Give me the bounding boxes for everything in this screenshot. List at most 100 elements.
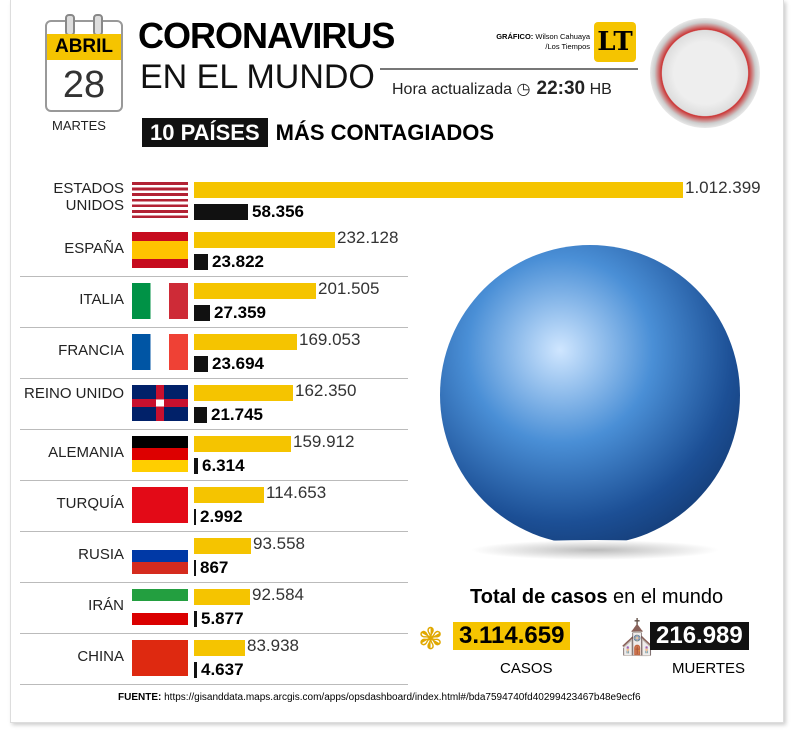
country-row: ESPAÑA 232.128 23.822 xyxy=(20,226,408,277)
totals-heading: Total de casos en el mundo xyxy=(470,586,723,609)
country-label: ALEMANIA xyxy=(48,444,124,461)
cases-value: 159.912 xyxy=(293,432,355,451)
deaths-bar xyxy=(194,356,208,372)
flag-icon xyxy=(132,538,188,574)
deaths-value: 58.356 xyxy=(252,202,304,221)
country-label: RUSIA xyxy=(78,546,124,563)
subtitle-box: 10 PAÍSES xyxy=(142,118,268,147)
cases-value: 83.938 xyxy=(247,636,299,655)
time: 22:30 xyxy=(536,78,586,99)
newspaper-logo: LT xyxy=(594,22,636,62)
credit-name: Wilson Cahuaya xyxy=(535,32,590,41)
update-time: Hora actualizada ◷ 22:30 HB xyxy=(392,78,612,100)
country-row: IRÁN 92.584 5.877 xyxy=(20,583,408,634)
country-row: ITALIA 201.505 27.359 xyxy=(20,277,408,328)
deaths-value: 2.992 xyxy=(200,507,243,526)
country-row: REINO UNIDO 162.350 21.745 xyxy=(20,379,408,430)
clock-icon: ◷ xyxy=(516,81,531,98)
cases-label: CASOS xyxy=(500,660,553,677)
credit-org: /Los Tiempos xyxy=(545,42,590,51)
deaths-value: 867 xyxy=(200,558,229,577)
cases-value: 169.053 xyxy=(299,330,361,349)
cases-bar xyxy=(194,182,683,198)
flag-icon xyxy=(132,385,188,421)
credit-label: GRÁFICO: xyxy=(496,32,534,41)
deaths-bar xyxy=(194,509,196,525)
flag-icon xyxy=(132,182,188,218)
subtitle: 10 PAÍSES MÁS CONTAGIADOS xyxy=(142,118,495,147)
deaths-bar xyxy=(194,560,196,576)
globe-image xyxy=(440,245,740,545)
country-row: FRANCIA 169.053 23.694 xyxy=(20,328,408,379)
source: FUENTE: https://gisanddata.maps.arcgis.c… xyxy=(118,692,641,703)
title: CORONAVIRUS xyxy=(138,15,395,56)
divider xyxy=(380,68,638,70)
country-label: REINO UNIDO xyxy=(23,385,124,402)
flag-icon xyxy=(132,589,188,625)
country-row: ESTADOS UNIDOS 1.012.399 58.356 xyxy=(20,176,760,226)
grave-icon: ⛪ xyxy=(616,619,659,657)
cases-value: 232.128 xyxy=(337,228,399,247)
deaths-value: 23.694 xyxy=(212,354,264,373)
cases-bar xyxy=(194,385,293,401)
source-url: https://gisanddata.maps.arcgis.com/apps/… xyxy=(164,692,641,703)
cases-bar xyxy=(194,232,335,248)
totals-heading-bold: Total de casos xyxy=(470,586,608,608)
deaths-bar xyxy=(194,204,248,220)
weekday: MARTES xyxy=(52,118,106,133)
total-deaths: 216.989 xyxy=(650,622,749,650)
country-label: CHINA xyxy=(77,648,124,665)
country-label: ITALIA xyxy=(79,291,124,308)
cases-bar xyxy=(194,283,316,299)
cases-bar xyxy=(194,640,245,656)
deaths-bar xyxy=(194,662,197,678)
cases-bar xyxy=(194,538,251,554)
deaths-label: MUERTES xyxy=(672,660,746,677)
deaths-bar xyxy=(194,407,207,423)
cases-bar xyxy=(194,487,264,503)
country-label: ESPAÑA xyxy=(64,240,124,257)
total-cases: 3.114.659 xyxy=(453,622,571,650)
flag-icon xyxy=(132,640,188,676)
deaths-value: 5.877 xyxy=(201,609,244,628)
virus-icon xyxy=(650,18,760,128)
cases-value: 93.558 xyxy=(253,534,305,553)
virus-icon: ❃ xyxy=(418,623,444,656)
cases-value: 162.350 xyxy=(295,381,357,400)
cases-bar xyxy=(194,334,297,350)
updated-label: Hora actualizada xyxy=(392,81,513,98)
title-line2: EN EL MUNDO xyxy=(140,58,375,96)
country-label: TURQUÍA xyxy=(56,495,125,512)
deaths-value: 6.314 xyxy=(202,456,245,475)
cases-value: 92.584 xyxy=(252,585,304,604)
deaths-bar xyxy=(194,611,197,627)
totals-heading-rest: en el mundo xyxy=(607,586,724,608)
subtitle-text: MÁS CONTAGIADOS xyxy=(275,120,495,145)
country-row: TURQUÍA 114.653 2.992 xyxy=(20,481,408,532)
country-row: CHINA 83.938 4.637 xyxy=(20,634,408,685)
credit: GRÁFICO: Wilson Cahuaya/Los Tiempos xyxy=(470,32,590,52)
timezone: HB xyxy=(589,81,612,98)
frame xyxy=(10,0,784,723)
day: 28 xyxy=(62,64,106,106)
country-row: ALEMANIA 159.912 6.314 xyxy=(20,430,408,481)
country-row: RUSIA 93.558 867 xyxy=(20,532,408,583)
calendar-icon: ABRIL 28 xyxy=(45,14,123,112)
deaths-bar xyxy=(194,458,198,474)
cases-value: 1.012.399 xyxy=(685,178,761,197)
deaths-bar xyxy=(194,254,208,270)
deaths-bar xyxy=(194,305,210,321)
flag-icon xyxy=(132,487,188,523)
deaths-value: 23.822 xyxy=(212,252,264,271)
flag-icon xyxy=(132,334,188,370)
deaths-value: 21.745 xyxy=(211,405,263,424)
flag-icon xyxy=(132,436,188,472)
flag-icon xyxy=(132,283,188,319)
deaths-value: 27.359 xyxy=(214,303,266,322)
country-label: IRÁN xyxy=(88,597,124,614)
month: ABRIL xyxy=(47,34,121,60)
globe-shadow xyxy=(470,540,720,560)
cases-value: 201.505 xyxy=(318,279,380,298)
cases-value: 114.653 xyxy=(266,483,327,502)
